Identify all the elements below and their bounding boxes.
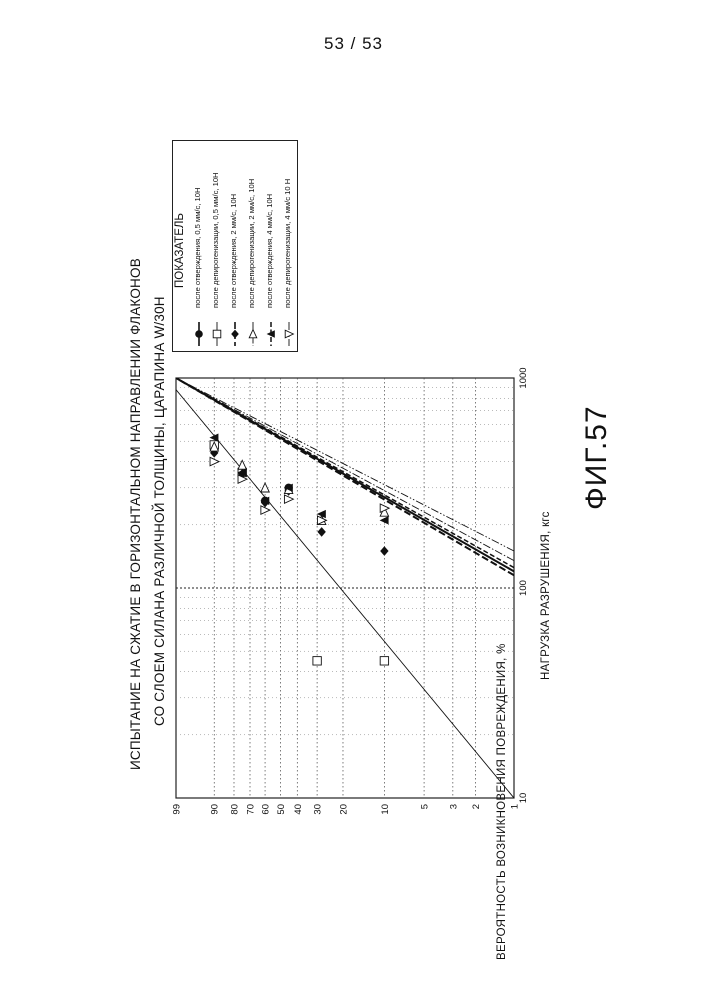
data-point (209, 433, 219, 442)
legend-swatch-marker (266, 330, 275, 338)
data-point (317, 515, 328, 526)
y-tick-label: 90 (210, 804, 221, 815)
x-tick-label: 100 (518, 580, 529, 596)
data-point (260, 481, 270, 493)
x-axis-label: НАГРУЗКА РАЗРУШЕНИЯ, кгс (540, 511, 552, 680)
legend-swatch-marker (231, 329, 239, 339)
legend-item-label: после отверждения, 2 мм/с, 10Н (229, 193, 238, 308)
data-point (237, 468, 247, 477)
data-point (260, 496, 270, 506)
data-points (209, 433, 391, 666)
fit-lines (176, 378, 514, 798)
data-point (380, 546, 389, 556)
data-point (260, 505, 271, 515)
page-number: 53 / 53 (324, 34, 383, 53)
fit-line (176, 378, 514, 577)
figure-label: ФИГ.57 (580, 405, 613, 510)
y-tick-label: 70 (246, 804, 257, 815)
legend-item-label: после отверждения, 0,5 мм/с, 10Н (193, 187, 202, 309)
legend (172, 140, 298, 352)
legend-item-label: после депирогенизации, 2 мм/с, 10Н (247, 178, 256, 308)
legend-title: ПОКАЗАТЕЛЬ (174, 213, 186, 288)
y-tick-label: 40 (293, 804, 304, 815)
data-point (316, 509, 326, 519)
legend-item-label: после отверждения, 4 мм/с, 10Н (265, 193, 274, 308)
y-tick-label: 99 (172, 804, 183, 815)
y-tick-label: 60 (261, 804, 272, 815)
data-point (312, 656, 322, 666)
legend-swatch-marker (248, 328, 258, 339)
data-point (237, 474, 249, 485)
fit-line (176, 378, 514, 552)
chart-title-line-2: СО СЛОЕМ СИЛАНА РАЗЛИЧНОЙ ТОЛЩИНЫ, ЦАРАП… (152, 296, 167, 726)
y-tick-label: 10 (380, 804, 391, 815)
legend-swatches (195, 322, 295, 346)
data-point (379, 656, 390, 666)
fit-line (176, 378, 514, 562)
legend-item-label: после депирогенизации, 4 мм/с 10 Н (283, 178, 292, 308)
data-point (237, 459, 248, 470)
data-point (317, 527, 326, 537)
y-tick-label: 2 (471, 804, 482, 809)
fit-line (176, 389, 514, 798)
data-point (209, 456, 221, 467)
y-tick-label: 50 (276, 804, 287, 815)
legend-swatch-marker (284, 329, 295, 339)
data-point (210, 448, 219, 458)
legend-item-label: после депирогенизации, 0,5 мм/с, 10Н (211, 172, 220, 308)
y-tick-label: 3 (448, 804, 459, 809)
x-tick-label: 10 (518, 793, 529, 804)
data-point (209, 440, 220, 452)
data-point (283, 483, 293, 493)
legend-swatch-marker (195, 330, 203, 338)
x-tick-label: 1000 (518, 367, 529, 388)
y-tick-label: 80 (229, 804, 240, 815)
y-tick-label: 30 (313, 804, 324, 815)
grid-lines (176, 378, 514, 798)
y-tick-label: 1 (510, 804, 521, 809)
y-tick-label: 20 (338, 804, 349, 815)
data-point (283, 494, 295, 505)
fit-line (176, 378, 514, 569)
data-point (379, 503, 391, 514)
chart-title-line-1: ИСПЫТАНИЕ НА СЖАТИЕ В ГОРИЗОНТАЛЬНОМ НАП… (128, 258, 143, 770)
data-point (379, 516, 389, 525)
y-axis-label: ВЕРОЯТНОСТЬ ВОЗНИКНОВЕНИЯ ПОВРЕЖДЕНИЯ, % (496, 643, 508, 960)
y-tick-label: 5 (420, 804, 431, 809)
legend-swatch-marker (212, 329, 222, 339)
